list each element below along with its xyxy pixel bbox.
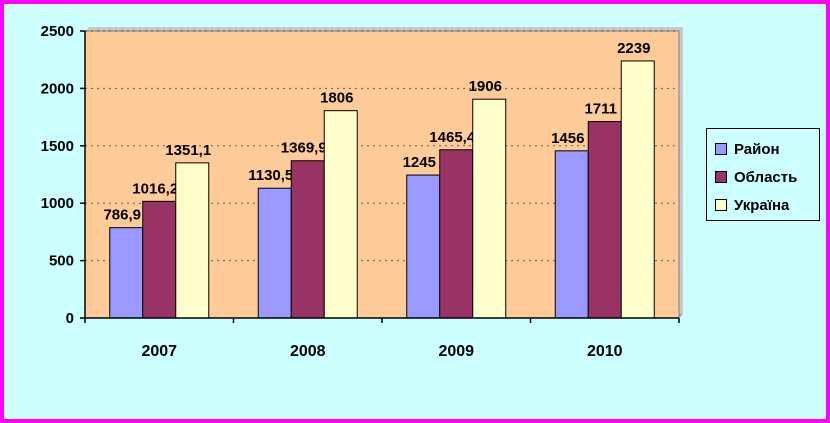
y-tick-label: 1000 (41, 195, 74, 212)
legend-item: Область (715, 163, 819, 191)
data-label: 1351,1 (165, 142, 211, 159)
x-tick-label: 2010 (587, 343, 623, 360)
bar (257, 187, 292, 319)
legend-swatch (715, 143, 727, 155)
bar (109, 227, 144, 319)
data-label: 1465,4 (429, 129, 476, 146)
legend-label: Район (734, 140, 780, 158)
y-tick-label: 500 (49, 253, 74, 270)
bar (554, 150, 589, 319)
bar (472, 98, 507, 319)
y-tick-label: 2500 (41, 23, 74, 40)
x-tick-label: 2008 (290, 343, 326, 360)
y-tick-label: 1500 (41, 138, 74, 155)
bar (439, 149, 474, 319)
y-tick-label: 2000 (41, 80, 74, 97)
bar (290, 160, 325, 319)
legend-label: Область (734, 168, 798, 186)
bar (587, 121, 622, 319)
legend-swatch (715, 171, 727, 183)
bar (142, 200, 177, 319)
legend-label: Україна (734, 196, 790, 214)
y-tick-label: 0 (66, 310, 74, 327)
bar-chart: 0 500 1000 1500 2000 2500 786,9 1016,2 1351,1 200… (41, 23, 683, 360)
data-label: 1456 (551, 130, 584, 147)
bar (620, 60, 655, 319)
data-label: 1245 (403, 154, 436, 171)
data-label: 1130,5 (248, 167, 293, 184)
legend-item: Район (715, 135, 819, 163)
legend-item: Україна (715, 191, 819, 219)
legend: Район Область Україна (706, 128, 820, 221)
chart-frame: 0 500 1000 1500 2000 2500 786,9 1016,2 1351,1 200… (4, 4, 826, 419)
data-label: 1711 (584, 101, 617, 118)
x-tick-label: 2009 (438, 343, 474, 360)
bar (406, 174, 441, 319)
data-label: 1016,2 (132, 180, 178, 197)
data-label: 1369,9 (281, 140, 327, 157)
data-label: 1906 (469, 78, 502, 95)
x-tick-label: 2007 (141, 343, 177, 360)
bar (323, 110, 358, 319)
data-label: 1806 (320, 90, 353, 107)
bar (175, 162, 210, 319)
data-label: 786,9 (103, 207, 141, 224)
legend-swatch (715, 199, 727, 211)
data-label: 2239 (617, 40, 650, 57)
